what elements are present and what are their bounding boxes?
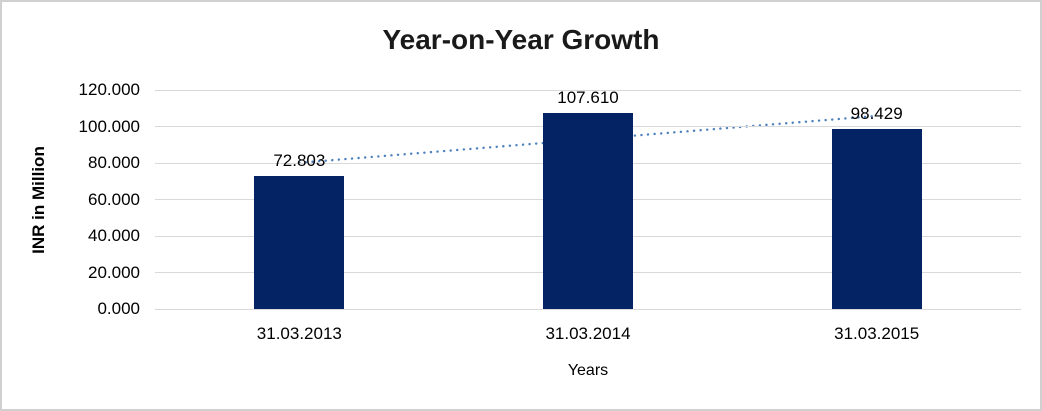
bar-31.03.2013 [254, 176, 345, 309]
y-tick-label: 60.000 [88, 189, 140, 209]
chart-title: Year-on-Year Growth [382, 24, 660, 55]
x-axis-category-labels: 31.03.2013 31.03.2014 31.03.2015 [155, 324, 1021, 346]
y-tick-label: 80.000 [88, 153, 140, 172]
bar-31.03.2015 [831, 129, 922, 309]
y-tick-label: 100.000 [78, 116, 140, 136]
bar-data-label: 72.803 [273, 151, 326, 171]
y-tick-label: 0.000 [97, 299, 140, 318]
x-axis-title: Years [567, 362, 609, 379]
y-tick-label: 40.000 [88, 226, 140, 245]
x-category-label: 31.03.2015 [834, 324, 920, 343]
x-category-label: 31.03.2014 [545, 324, 631, 343]
plot-area: 72.803 107.610 98.429 [155, 87, 1021, 310]
y-axis-tick-labels: 0.000 20.000 40.000 60.000 80.000 100.000 120.… [2, 80, 140, 318]
bar-31.03.2014 [543, 112, 633, 309]
bar-data-label: 107.610 [557, 87, 619, 107]
y-tick-label: 120.000 [78, 80, 140, 99]
y-tick-label: 20.000 [88, 262, 140, 282]
bar-data-label: 98.429 [850, 104, 903, 124]
gridline [155, 308, 1021, 310]
x-category-label: 31.03.2013 [256, 324, 342, 343]
gridline [155, 89, 1021, 91]
